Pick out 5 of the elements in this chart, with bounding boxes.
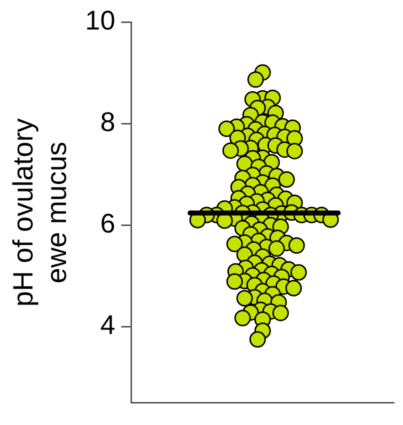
y-tick-label: 10	[85, 6, 116, 36]
y-axis-title: pH of ovulatory ewe mucus	[8, 118, 72, 307]
y-tick-label: 4	[100, 310, 116, 340]
y-tick-label: 8	[100, 107, 116, 138]
y-tick-label: 6	[100, 208, 116, 239]
